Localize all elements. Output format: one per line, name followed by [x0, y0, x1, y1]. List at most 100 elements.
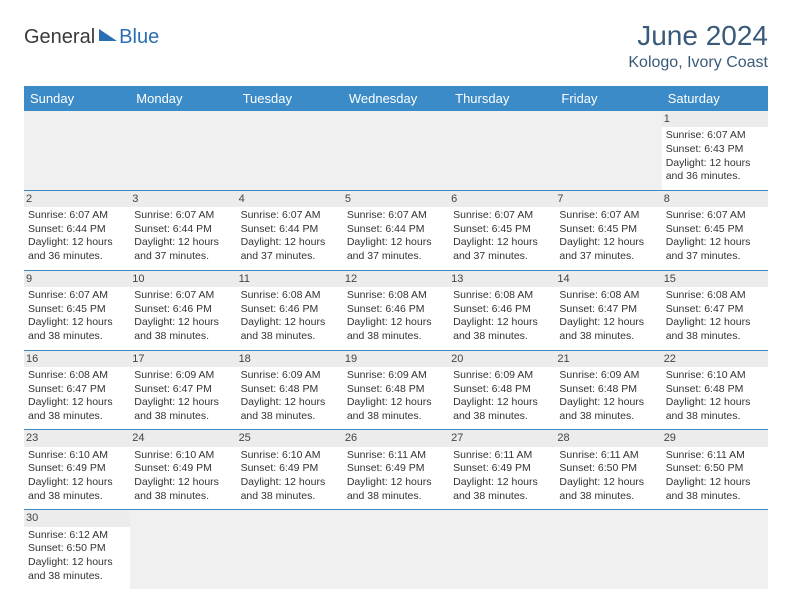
calendar-day-cell: 5 Sunrise: 6:07 AMSunset: 6:44 PMDaylight…: [343, 190, 449, 270]
sunrise-line: Sunrise: 6:10 AM: [28, 449, 126, 463]
calendar-week-row: 16Sunrise: 6:08 AMSunset: 6:47 PMDayligh…: [24, 350, 768, 430]
day-number: 4: [237, 191, 343, 207]
daylight-line: Daylight: 12 hours and 37 minutes.: [453, 236, 551, 263]
day-header: Sunday: [24, 86, 130, 111]
calendar-empty-cell: [24, 111, 130, 190]
daylight-line: Daylight: 12 hours and 38 minutes.: [347, 396, 445, 423]
sunset-line: Sunset: 6:44 PM: [347, 223, 445, 237]
sunset-line: Sunset: 6:46 PM: [134, 303, 232, 317]
sunrise-line: Sunrise: 6:07 AM: [134, 289, 232, 303]
calendar-day-cell: 23Sunrise: 6:10 AMSunset: 6:49 PMDayligh…: [24, 430, 130, 510]
day-number: 7: [555, 191, 661, 207]
sunset-line: Sunset: 6:49 PM: [241, 462, 339, 476]
daylight-line: Daylight: 12 hours and 36 minutes.: [28, 236, 126, 263]
sunrise-line: Sunrise: 6:10 AM: [666, 369, 764, 383]
sunrise-line: Sunrise: 6:08 AM: [28, 369, 126, 383]
calendar-header-row: SundayMondayTuesdayWednesdayThursdayFrid…: [24, 86, 768, 111]
sunrise-line: Sunrise: 6:07 AM: [347, 209, 445, 223]
calendar-day-cell: 24Sunrise: 6:10 AMSunset: 6:49 PMDayligh…: [130, 430, 236, 510]
sunrise-line: Sunrise: 6:10 AM: [134, 449, 232, 463]
calendar-day-cell: 18Sunrise: 6:09 AMSunset: 6:48 PMDayligh…: [237, 350, 343, 430]
calendar-day-cell: 19Sunrise: 6:09 AMSunset: 6:48 PMDayligh…: [343, 350, 449, 430]
day-number: 28: [555, 430, 661, 446]
day-number: 26: [343, 430, 449, 446]
daylight-line: Daylight: 12 hours and 38 minutes.: [28, 556, 126, 583]
sunset-line: Sunset: 6:45 PM: [28, 303, 126, 317]
daylight-line: Daylight: 12 hours and 38 minutes.: [134, 396, 232, 423]
sunset-line: Sunset: 6:48 PM: [453, 383, 551, 397]
daylight-line: Daylight: 12 hours and 38 minutes.: [559, 476, 657, 503]
day-header: Wednesday: [343, 86, 449, 111]
calendar-week-row: 30Sunrise: 6:12 AMSunset: 6:50 PMDayligh…: [24, 510, 768, 589]
calendar-day-cell: 10Sunrise: 6:07 AMSunset: 6:46 PMDayligh…: [130, 270, 236, 350]
sunset-line: Sunset: 6:46 PM: [453, 303, 551, 317]
day-number: 5: [343, 191, 449, 207]
page-subtitle: Kologo, Ivory Coast: [628, 54, 768, 72]
page-title: June 2024: [628, 20, 768, 52]
day-header: Tuesday: [237, 86, 343, 111]
day-number: 25: [237, 430, 343, 446]
daylight-line: Daylight: 12 hours and 37 minutes.: [347, 236, 445, 263]
sunrise-line: Sunrise: 6:07 AM: [666, 129, 764, 143]
day-header: Friday: [555, 86, 661, 111]
calendar-day-cell: 17Sunrise: 6:09 AMSunset: 6:47 PMDayligh…: [130, 350, 236, 430]
sunrise-line: Sunrise: 6:11 AM: [347, 449, 445, 463]
sunset-line: Sunset: 6:50 PM: [666, 462, 764, 476]
calendar-day-cell: 12Sunrise: 6:08 AMSunset: 6:46 PMDayligh…: [343, 270, 449, 350]
daylight-line: Daylight: 12 hours and 38 minutes.: [453, 396, 551, 423]
day-header: Thursday: [449, 86, 555, 111]
calendar-body: 1Sunrise: 6:07 AMSunset: 6:43 PMDaylight…: [24, 111, 768, 589]
calendar-day-cell: 28Sunrise: 6:11 AMSunset: 6:50 PMDayligh…: [555, 430, 661, 510]
calendar-day-cell: 1Sunrise: 6:07 AMSunset: 6:43 PMDaylight…: [662, 111, 768, 190]
daylight-line: Daylight: 12 hours and 38 minutes.: [134, 476, 232, 503]
sunrise-line: Sunrise: 6:07 AM: [134, 209, 232, 223]
daylight-line: Daylight: 12 hours and 37 minutes.: [241, 236, 339, 263]
sunrise-line: Sunrise: 6:07 AM: [28, 289, 126, 303]
sunrise-line: Sunrise: 6:10 AM: [241, 449, 339, 463]
day-number: 27: [449, 430, 555, 446]
page-header: General Blue June 2024 Kologo, Ivory Coa…: [24, 20, 768, 72]
day-number: 2: [24, 191, 130, 207]
calendar-day-cell: 4Sunrise: 6:07 AMSunset: 6:44 PMDaylight…: [237, 190, 343, 270]
daylight-line: Daylight: 12 hours and 38 minutes.: [28, 476, 126, 503]
sunrise-line: Sunrise: 6:09 AM: [559, 369, 657, 383]
day-header: Monday: [130, 86, 236, 111]
calendar-empty-cell: [449, 510, 555, 589]
day-number: 21: [555, 351, 661, 367]
calendar-day-cell: 7Sunrise: 6:07 AMSunset: 6:45 PMDaylight…: [555, 190, 661, 270]
logo-text-1: General: [24, 26, 95, 49]
sunrise-line: Sunrise: 6:09 AM: [241, 369, 339, 383]
day-number: 20: [449, 351, 555, 367]
calendar-day-cell: 16Sunrise: 6:08 AMSunset: 6:47 PMDayligh…: [24, 350, 130, 430]
sunrise-line: Sunrise: 6:09 AM: [134, 369, 232, 383]
calendar-day-cell: 9 Sunrise: 6:07 AMSunset: 6:45 PMDaylight…: [24, 270, 130, 350]
sunrise-line: Sunrise: 6:09 AM: [347, 369, 445, 383]
calendar-day-cell: 11Sunrise: 6:08 AMSunset: 6:46 PMDayligh…: [237, 270, 343, 350]
daylight-line: Daylight: 12 hours and 38 minutes.: [28, 316, 126, 343]
sunset-line: Sunset: 6:48 PM: [241, 383, 339, 397]
day-number: 1: [662, 111, 768, 127]
calendar-day-cell: 21Sunrise: 6:09 AMSunset: 6:48 PMDayligh…: [555, 350, 661, 430]
sunset-line: Sunset: 6:44 PM: [28, 223, 126, 237]
sunset-line: Sunset: 6:49 PM: [453, 462, 551, 476]
sunset-line: Sunset: 6:45 PM: [666, 223, 764, 237]
calendar-day-cell: 29Sunrise: 6:11 AMSunset: 6:50 PMDayligh…: [662, 430, 768, 510]
calendar-empty-cell: [555, 111, 661, 190]
daylight-line: Daylight: 12 hours and 37 minutes.: [134, 236, 232, 263]
daylight-line: Daylight: 12 hours and 38 minutes.: [559, 316, 657, 343]
sunset-line: Sunset: 6:44 PM: [134, 223, 232, 237]
daylight-line: Daylight: 12 hours and 38 minutes.: [241, 316, 339, 343]
daylight-line: Daylight: 12 hours and 38 minutes.: [28, 396, 126, 423]
calendar-day-cell: 22Sunrise: 6:10 AMSunset: 6:48 PMDayligh…: [662, 350, 768, 430]
day-number: 29: [662, 430, 768, 446]
sunset-line: Sunset: 6:47 PM: [559, 303, 657, 317]
day-number: 9: [24, 271, 130, 287]
sunset-line: Sunset: 6:48 PM: [347, 383, 445, 397]
sunset-line: Sunset: 6:45 PM: [559, 223, 657, 237]
day-number: 23: [24, 430, 130, 446]
sunrise-line: Sunrise: 6:07 AM: [666, 209, 764, 223]
sunrise-line: Sunrise: 6:08 AM: [241, 289, 339, 303]
calendar-day-cell: 26Sunrise: 6:11 AMSunset: 6:49 PMDayligh…: [343, 430, 449, 510]
sunset-line: Sunset: 6:45 PM: [453, 223, 551, 237]
day-number: 8: [662, 191, 768, 207]
